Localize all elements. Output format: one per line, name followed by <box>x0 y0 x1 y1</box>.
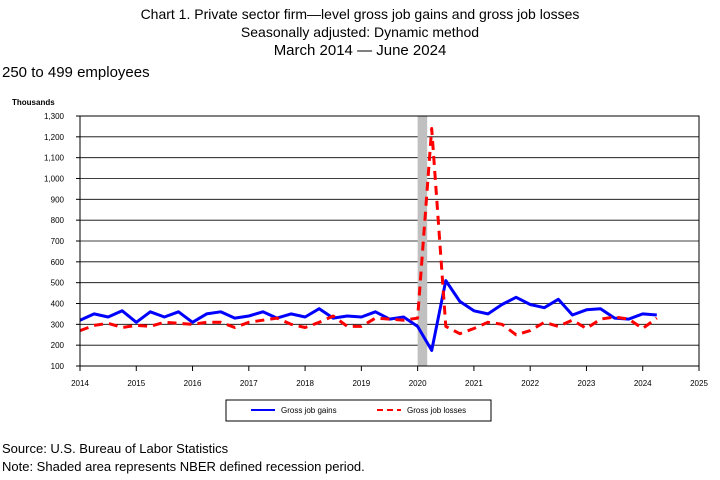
y-tick-label: 800 <box>51 216 65 225</box>
x-tick-label: 2022 <box>521 379 539 388</box>
chart-title-line-3: March 2014 — June 2024 <box>273 42 447 59</box>
gross-job-losses-line <box>79 127 658 337</box>
x-tick-label: 2018 <box>296 379 314 388</box>
y-tick-label: 1,100 <box>44 154 65 163</box>
y-tick-label: 1,000 <box>44 175 65 184</box>
chart-title-line-2: Seasonally adjusted: Dynamic method <box>240 24 480 40</box>
x-tick-label: 2025 <box>690 379 708 388</box>
chart-title-line-1: Chart 1. Private sector firm—level gross… <box>140 6 580 22</box>
y-axis-ticks: 100 200 300 400 500 600 700 800 900 1,000 1,100 1,2… <box>44 112 80 371</box>
y-tick-label: 500 <box>51 279 65 288</box>
legend: Gross job gains Gross job losses <box>225 399 492 422</box>
y-tick-label: 200 <box>51 341 65 350</box>
gridlines <box>80 115 699 367</box>
x-tick-label: 2024 <box>634 379 652 388</box>
gross-job-gains-line <box>79 279 657 352</box>
legend-losses-label: Gross job losses <box>407 406 466 415</box>
x-tick-label: 2014 <box>71 379 89 388</box>
legend-gains-label: Gross job gains <box>281 406 337 415</box>
y-tick-label: 100 <box>51 362 65 371</box>
legend-box <box>225 399 492 422</box>
y-tick-label: 700 <box>51 237 65 246</box>
recession-note: Note: Shaded area represents NBER define… <box>2 459 365 474</box>
recession-shading-group <box>417 116 428 366</box>
x-tick-label: 2019 <box>352 379 370 388</box>
x-tick-label: 2023 <box>578 379 596 388</box>
source-note: Source: U.S. Bureau of Labor Statistics <box>2 441 229 456</box>
y-tick-label: 1,300 <box>44 112 65 121</box>
x-tick-label: 2015 <box>127 379 145 388</box>
y-tick-label: 1,200 <box>44 133 65 142</box>
x-tick-label: 2020 <box>409 379 427 388</box>
y-tick-label: 900 <box>51 195 65 204</box>
y-axis-label: Thousands <box>12 98 55 107</box>
x-axis-ticks: 2014 2015 2016 2017 2018 2019 2020 2021 2022 2023… <box>71 366 708 388</box>
recession-shading <box>417 116 428 366</box>
y-tick-label: 400 <box>51 300 65 309</box>
x-tick-label: 2016 <box>184 379 202 388</box>
x-tick-label: 2017 <box>240 379 258 388</box>
series-lines <box>79 127 658 352</box>
x-tick-label: 2021 <box>465 379 483 388</box>
y-tick-label: 600 <box>51 258 65 267</box>
chart-subtitle: 250 to 499 employees <box>2 64 150 81</box>
y-tick-label: 300 <box>51 320 65 329</box>
